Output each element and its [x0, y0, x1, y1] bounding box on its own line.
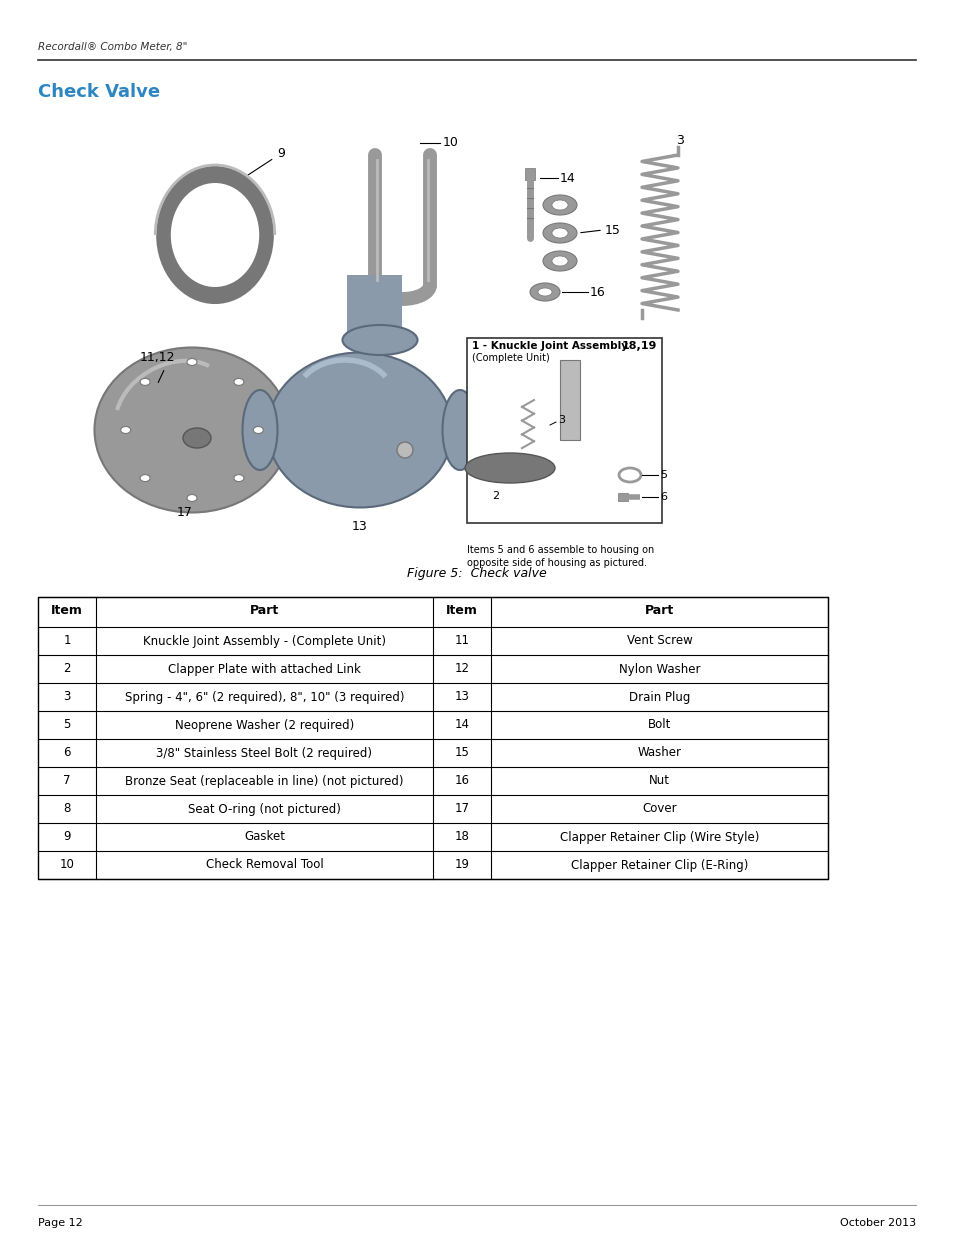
Ellipse shape: [233, 474, 244, 482]
Ellipse shape: [537, 288, 552, 296]
Text: 18: 18: [454, 830, 469, 844]
Text: Figure 5:  Check valve: Figure 5: Check valve: [407, 568, 546, 580]
Text: 1: 1: [63, 635, 71, 647]
Text: 18,19: 18,19: [621, 341, 657, 351]
Ellipse shape: [187, 494, 196, 501]
Bar: [467, 338, 661, 522]
Text: 8: 8: [63, 803, 71, 815]
Text: 14: 14: [559, 172, 576, 184]
Text: 6: 6: [63, 746, 71, 760]
Ellipse shape: [157, 167, 273, 303]
Text: (Complete Unit): (Complete Unit): [472, 353, 549, 363]
Text: 17: 17: [177, 506, 193, 520]
Text: Bronze Seat (replaceable in line) (not pictured): Bronze Seat (replaceable in line) (not p…: [125, 774, 403, 788]
Bar: [618, 493, 627, 501]
Text: October 2013: October 2013: [839, 1218, 915, 1228]
Text: 1 - Knuckle Joint Assembly: 1 - Knuckle Joint Assembly: [472, 341, 627, 351]
Text: Item: Item: [446, 604, 477, 618]
Text: 15: 15: [604, 224, 620, 236]
Ellipse shape: [552, 228, 567, 238]
Text: Items 5 and 6 assemble to housing on
opposite side of housing as pictured.: Items 5 and 6 assemble to housing on opp…: [467, 545, 654, 568]
Text: 19: 19: [454, 858, 469, 872]
Bar: [524, 168, 535, 180]
Text: Neoprene Washer (2 required): Neoprene Washer (2 required): [174, 719, 354, 731]
Bar: [559, 359, 579, 440]
Text: 2: 2: [492, 492, 498, 501]
Text: 3: 3: [63, 690, 71, 704]
Text: 3: 3: [558, 415, 564, 425]
Text: Gasket: Gasket: [244, 830, 285, 844]
Text: 7: 7: [63, 774, 71, 788]
Ellipse shape: [552, 256, 567, 266]
Text: Part: Part: [250, 604, 279, 618]
Text: 5: 5: [659, 471, 666, 480]
Ellipse shape: [542, 251, 577, 270]
Text: 2: 2: [63, 662, 71, 676]
Ellipse shape: [140, 474, 150, 482]
Bar: [38, 597, 827, 879]
Text: Nylon Washer: Nylon Washer: [618, 662, 700, 676]
Ellipse shape: [121, 426, 131, 433]
Text: 10: 10: [59, 858, 74, 872]
Text: Item: Item: [51, 604, 83, 618]
Text: 15: 15: [454, 746, 469, 760]
Ellipse shape: [396, 442, 413, 458]
Text: 3: 3: [676, 133, 683, 147]
Ellipse shape: [530, 283, 559, 301]
Text: 9: 9: [247, 147, 285, 175]
Ellipse shape: [542, 224, 577, 243]
Text: Recordall® Combo Meter, 8": Recordall® Combo Meter, 8": [38, 42, 187, 52]
Text: Washer: Washer: [637, 746, 680, 760]
Text: Check Valve: Check Valve: [38, 83, 160, 101]
Text: 3/8" Stainless Steel Bolt (2 required): 3/8" Stainless Steel Bolt (2 required): [156, 746, 372, 760]
Ellipse shape: [267, 352, 452, 508]
Ellipse shape: [94, 347, 289, 513]
Ellipse shape: [442, 390, 477, 471]
Text: 9: 9: [63, 830, 71, 844]
Bar: [347, 275, 401, 340]
Text: 16: 16: [589, 285, 605, 299]
Text: 11,12: 11,12: [140, 352, 175, 364]
Text: Bolt: Bolt: [647, 719, 671, 731]
Text: Knuckle Joint Assembly - (Complete Unit): Knuckle Joint Assembly - (Complete Unit): [143, 635, 386, 647]
Text: Clapper Plate with attached Link: Clapper Plate with attached Link: [168, 662, 360, 676]
Text: Clapper Retainer Clip (Wire Style): Clapper Retainer Clip (Wire Style): [559, 830, 759, 844]
Text: 11: 11: [454, 635, 469, 647]
Text: Spring - 4", 6" (2 required), 8", 10" (3 required): Spring - 4", 6" (2 required), 8", 10" (3…: [125, 690, 404, 704]
Text: Cover: Cover: [641, 803, 676, 815]
Text: 5: 5: [63, 719, 71, 731]
Text: 14: 14: [454, 719, 469, 731]
Ellipse shape: [464, 453, 555, 483]
Ellipse shape: [140, 378, 150, 385]
Ellipse shape: [187, 358, 196, 366]
Text: Clapper Retainer Clip (E-Ring): Clapper Retainer Clip (E-Ring): [570, 858, 747, 872]
Text: Part: Part: [644, 604, 674, 618]
Text: 12: 12: [454, 662, 469, 676]
Ellipse shape: [542, 195, 577, 215]
Text: Page 12: Page 12: [38, 1218, 83, 1228]
Ellipse shape: [171, 183, 259, 287]
Text: Seat O-ring (not pictured): Seat O-ring (not pictured): [188, 803, 340, 815]
Ellipse shape: [552, 200, 567, 210]
Text: 17: 17: [454, 803, 469, 815]
Ellipse shape: [233, 378, 244, 385]
Ellipse shape: [342, 325, 417, 354]
Text: 13: 13: [352, 520, 368, 534]
Text: Nut: Nut: [648, 774, 669, 788]
Text: Check Removal Tool: Check Removal Tool: [206, 858, 323, 872]
Text: Drain Plug: Drain Plug: [628, 690, 689, 704]
Text: 16: 16: [454, 774, 469, 788]
Text: 13: 13: [454, 690, 469, 704]
Text: 6: 6: [659, 492, 666, 501]
Ellipse shape: [242, 390, 277, 471]
Ellipse shape: [253, 426, 263, 433]
Text: 10: 10: [442, 137, 457, 149]
Text: Vent Screw: Vent Screw: [626, 635, 692, 647]
Ellipse shape: [183, 429, 211, 448]
